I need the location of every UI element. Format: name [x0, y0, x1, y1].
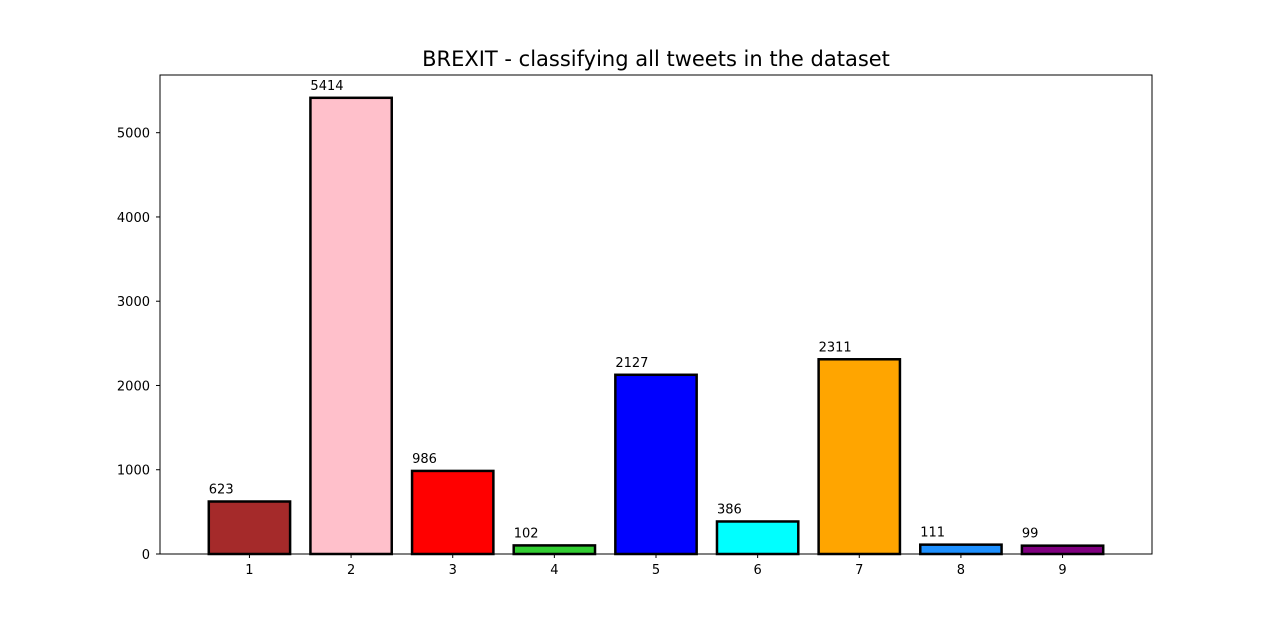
- bars-group: [207, 96, 1105, 556]
- y-axis: 0 1000 2000 3000 4000 5000: [117, 127, 160, 563]
- x-tick-label: 1: [245, 563, 253, 578]
- x-tick-label: 9: [1058, 563, 1066, 578]
- data-label-2: 5414: [310, 79, 343, 94]
- bar-7: [817, 358, 902, 556]
- data-label-8: 111: [920, 526, 945, 541]
- y-tick-label: 3000: [117, 295, 150, 310]
- bar-4: [512, 544, 597, 556]
- y-tick-label: 2000: [117, 379, 150, 394]
- data-label-1: 623: [209, 483, 234, 498]
- bar-3: [410, 469, 495, 556]
- bar-1: [207, 500, 292, 556]
- data-label-3: 986: [412, 452, 437, 467]
- x-tick-label: 3: [449, 563, 457, 578]
- y-tick-label: 0: [142, 548, 150, 563]
- data-label-5: 2127: [615, 356, 648, 371]
- x-tick-label: 7: [855, 563, 863, 578]
- bar-6: [715, 520, 800, 556]
- data-label-7: 2311: [819, 340, 852, 355]
- y-tick-label: 1000: [117, 464, 150, 479]
- x-tick-label: 4: [550, 563, 558, 578]
- bar-9: [1020, 544, 1105, 556]
- bar-5: [614, 373, 698, 556]
- x-tick-label: 2: [347, 563, 355, 578]
- data-labels-group: 623 5414 986 102 2127 386 2311 111 99: [209, 79, 1039, 542]
- bar-2: [309, 96, 393, 556]
- x-tick-label: 6: [753, 563, 761, 578]
- x-axis: 1 2 3 4 5 6 7 8 9: [245, 554, 1067, 578]
- bar-8: [919, 543, 1003, 556]
- x-tick-label: 5: [652, 563, 660, 578]
- data-label-9: 99: [1022, 527, 1039, 542]
- chart-title: BREXIT - classifying all tweets in the d…: [422, 47, 890, 71]
- y-tick-label: 4000: [117, 211, 150, 226]
- y-tick-label: 5000: [117, 127, 150, 142]
- data-label-4: 102: [514, 526, 539, 541]
- data-label-6: 386: [717, 502, 742, 517]
- plot-frame: [159, 74, 1153, 555]
- x-tick-label: 8: [957, 563, 965, 578]
